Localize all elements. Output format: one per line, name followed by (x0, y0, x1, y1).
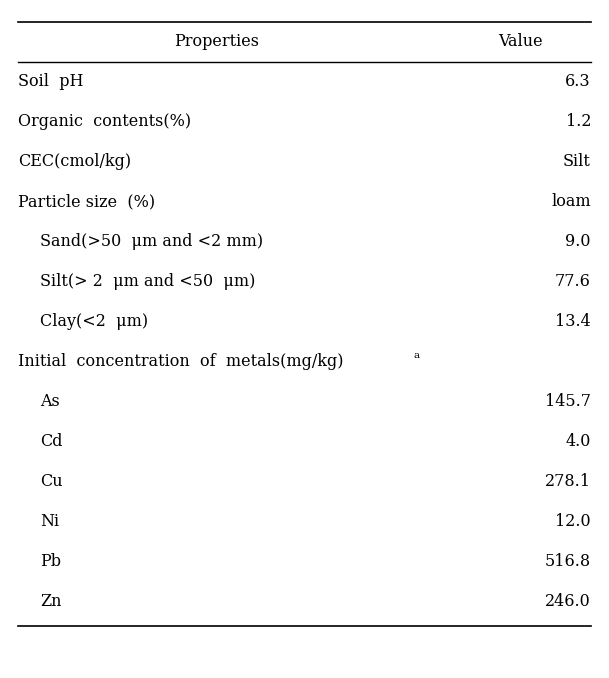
Text: a: a (413, 351, 419, 361)
Text: Particle size  (%): Particle size (%) (18, 193, 155, 210)
Text: 12.0: 12.0 (555, 513, 591, 530)
Text: Properties: Properties (174, 33, 259, 50)
Text: As: As (40, 393, 60, 410)
Text: Sand(>50  μm and <2 mm): Sand(>50 μm and <2 mm) (40, 233, 263, 250)
Text: 4.0: 4.0 (566, 433, 591, 450)
Text: 1.2: 1.2 (566, 113, 591, 130)
Text: 278.1: 278.1 (545, 473, 591, 490)
Text: 13.4: 13.4 (555, 313, 591, 330)
Text: 9.0: 9.0 (566, 233, 591, 250)
Text: Ni: Ni (40, 513, 59, 530)
Text: 6.3: 6.3 (565, 73, 591, 90)
Text: Clay(<2  μm): Clay(<2 μm) (40, 313, 148, 330)
Text: Initial  concentration  of  metals(mg/kg): Initial concentration of metals(mg/kg) (18, 353, 343, 370)
Text: Zn: Zn (40, 593, 62, 610)
Text: loam: loam (551, 193, 591, 210)
Text: Cd: Cd (40, 433, 63, 450)
Text: Organic  contents(%): Organic contents(%) (18, 113, 191, 130)
Text: Soil  pH: Soil pH (18, 73, 83, 90)
Text: Cu: Cu (40, 473, 63, 490)
Text: Value: Value (498, 33, 543, 50)
Text: Silt: Silt (563, 153, 591, 170)
Text: 246.0: 246.0 (545, 593, 591, 610)
Text: 516.8: 516.8 (545, 553, 591, 570)
Text: Pb: Pb (40, 553, 61, 570)
Text: 77.6: 77.6 (555, 273, 591, 290)
Text: Silt(> 2  μm and <50  μm): Silt(> 2 μm and <50 μm) (40, 273, 255, 290)
Text: CEC(cmol/kg): CEC(cmol/kg) (18, 153, 131, 170)
Text: 145.7: 145.7 (545, 393, 591, 410)
